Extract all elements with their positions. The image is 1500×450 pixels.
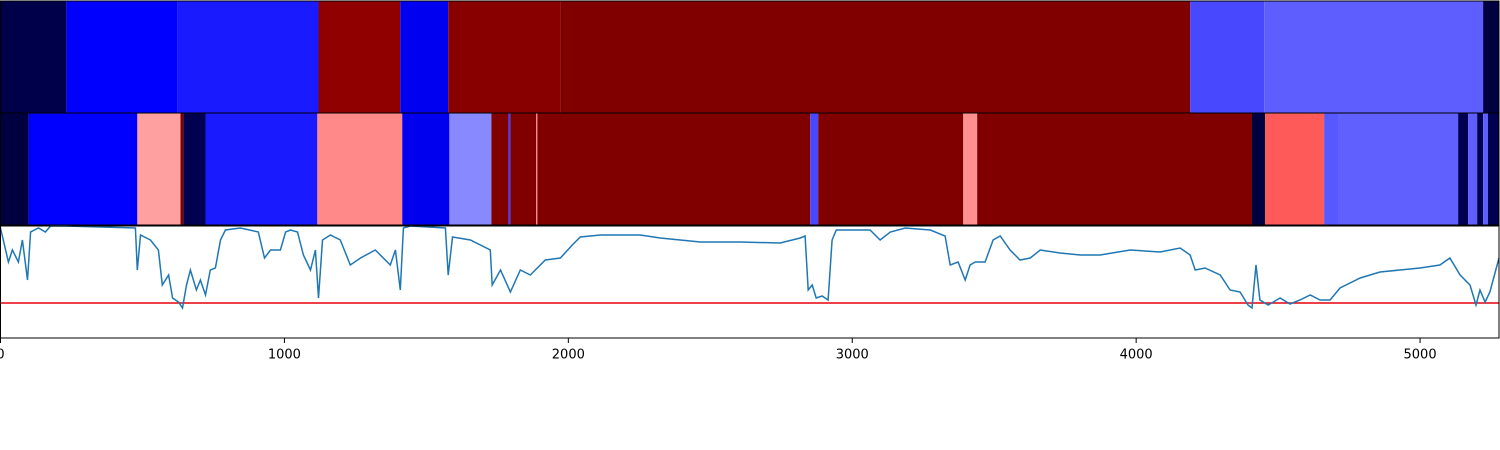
- segment: [1477, 113, 1484, 225]
- panel-frame: [0, 225, 1500, 339]
- segment: [177, 1, 319, 113]
- segment: [28, 113, 138, 225]
- segment: [1483, 113, 1488, 225]
- segment: [1487, 113, 1499, 225]
- segment: [1190, 1, 1265, 113]
- segment: [137, 113, 181, 225]
- segment: [318, 1, 401, 113]
- segment: [448, 1, 561, 113]
- segment: [400, 1, 449, 113]
- segment: [180, 113, 184, 225]
- segment: [402, 113, 450, 225]
- segment: [977, 113, 1252, 225]
- segment: [66, 1, 178, 113]
- segment: [510, 113, 537, 225]
- segment: [0, 113, 29, 225]
- x-tick-label: 3000: [836, 348, 869, 363]
- segment: [449, 113, 492, 225]
- x-tick-label: 2000: [552, 348, 585, 363]
- x-tick-label: 5000: [1404, 348, 1437, 363]
- segment: [491, 113, 509, 225]
- segment: [963, 113, 978, 225]
- segment: [560, 1, 1191, 113]
- segment: [508, 113, 511, 225]
- x-tick-label: 1000: [268, 348, 301, 363]
- segment: [810, 113, 819, 225]
- segment: [1264, 1, 1484, 113]
- segment: [317, 113, 403, 225]
- segment: [536, 113, 538, 225]
- x-tick-label: 4000: [1120, 348, 1153, 363]
- line: [0, 225, 1500, 310]
- segment: [0, 1, 67, 113]
- segment: [1468, 113, 1478, 225]
- x-tick-label: 0: [0, 348, 5, 363]
- segment: [818, 113, 964, 225]
- panel-frame: [0, 112, 1500, 226]
- segment: [205, 113, 318, 225]
- segment: [1265, 113, 1325, 225]
- segment: [1324, 113, 1339, 225]
- segment: [183, 113, 206, 225]
- segment: [1458, 113, 1469, 225]
- segment: [537, 113, 811, 225]
- segment: [1483, 1, 1499, 113]
- segment: [1338, 113, 1459, 225]
- segment: [1251, 113, 1266, 225]
